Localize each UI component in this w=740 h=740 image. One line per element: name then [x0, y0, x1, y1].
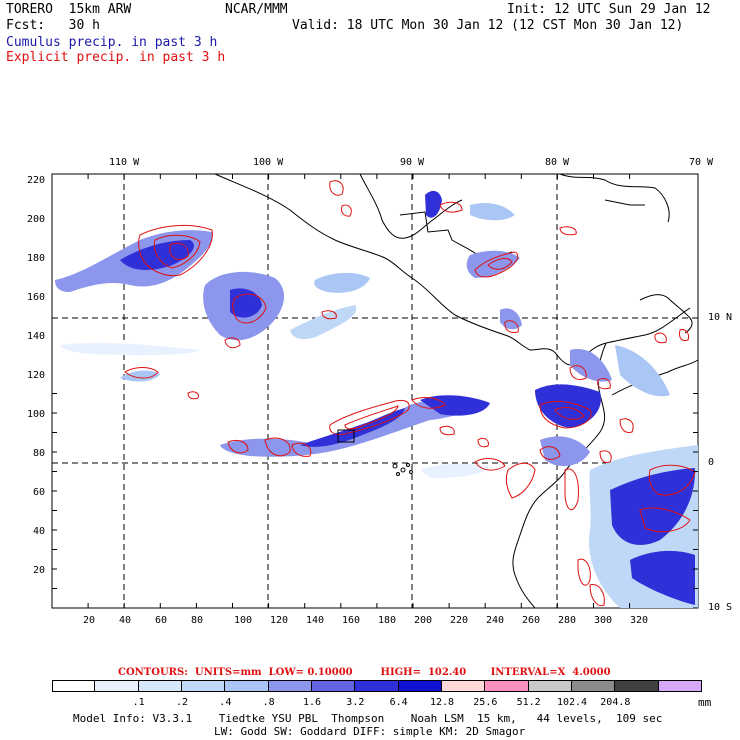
- lon-label-100w: 100 W: [253, 157, 284, 168]
- model-info: Model Info: V3.3.1 Tiedtke YSU PBL Thomp…: [73, 712, 663, 725]
- colorbar-cell: [138, 680, 182, 692]
- init-time: Init: 12 UTC Sun 29 Jan 12: [507, 2, 711, 17]
- lon-label-110w: 110 W: [109, 157, 140, 168]
- x-tick: 100: [234, 615, 253, 626]
- colorbar-cell: [528, 680, 572, 692]
- colorbar-label: 1.6: [302, 697, 322, 708]
- forecast-hour: Fcst: 30 h: [6, 18, 100, 33]
- colorbar-cell: [658, 680, 702, 692]
- colorbar-label: .2: [175, 697, 189, 708]
- colorbar-cell: [225, 680, 269, 692]
- lat-lon-grid: [52, 174, 698, 608]
- y-tick: 100: [27, 409, 46, 420]
- y-tick: 120: [27, 370, 46, 381]
- colorbar-cell: [572, 680, 616, 692]
- y-tick: 20: [33, 565, 46, 576]
- colorbar-cell: [95, 680, 139, 692]
- y-tick: 160: [27, 292, 46, 303]
- x-tick: 20: [83, 615, 96, 626]
- lon-label-80w: 80 W: [545, 157, 570, 168]
- x-tick: 40: [119, 615, 132, 626]
- axis-ticks: [51, 174, 698, 609]
- y-tick: 140: [27, 331, 46, 342]
- colorbar-cell: [52, 680, 96, 692]
- colorbar-cell: [312, 680, 356, 692]
- explicit-precip-contours: [124, 180, 696, 607]
- colorbar-cell: [398, 680, 442, 692]
- islands: [337, 429, 413, 476]
- colorbar-label: 102.4: [556, 697, 588, 708]
- x-tick: 220: [450, 615, 469, 626]
- model-name: TORERO 15km ARW: [6, 2, 132, 17]
- physics-info: LW: Godd SW: Goddard DIFF: simple KM: 2D…: [214, 725, 526, 738]
- colorbar-label: .1: [132, 697, 145, 708]
- lon-label-90w: 90 W: [400, 157, 425, 168]
- x-tick: 140: [306, 615, 325, 626]
- map-frame: [51, 173, 699, 609]
- colorbar-cell: [485, 680, 529, 692]
- colorbar-label: .4: [219, 697, 232, 708]
- y-tick: 180: [27, 253, 46, 264]
- colorbar-cell: [615, 680, 659, 692]
- colorbar-cell: [182, 680, 226, 692]
- coastlines: [214, 173, 699, 609]
- colorbar-label: .8: [262, 697, 275, 708]
- x-tick: 120: [270, 615, 289, 626]
- lon-label-70w: 70 W: [689, 157, 714, 168]
- x-tick: 240: [486, 615, 505, 626]
- lat-label-0: 0: [708, 457, 715, 468]
- x-tick: 160: [342, 615, 361, 626]
- cumulus-label: Cumulus precip. in past 3 h: [6, 35, 218, 50]
- colorbar-label: 12.8: [429, 697, 455, 708]
- y-tick: 60: [33, 487, 46, 498]
- x-tick: 200: [414, 615, 433, 626]
- organization: NCAR/MMM: [225, 2, 288, 17]
- lat-label-10n: 10 N: [708, 312, 733, 323]
- y-tick: 200: [27, 214, 46, 225]
- colorbar-label: 204.8: [600, 697, 631, 708]
- x-tick: 180: [378, 615, 397, 626]
- y-tick: 220: [27, 175, 46, 186]
- x-tick: 80: [191, 615, 204, 626]
- x-tick: 60: [155, 615, 168, 626]
- explicit-label: Explicit precip. in past 3 h: [6, 50, 226, 65]
- colorbar-cell: [268, 680, 312, 692]
- lat-label-10s: 10 S: [708, 602, 733, 613]
- x-tick: 260: [522, 615, 541, 626]
- colorbar-cell: [442, 680, 486, 692]
- colorbar-label: 6.4: [389, 697, 408, 708]
- colorbar-unit: mm: [698, 696, 712, 709]
- x-tick: 320: [630, 615, 649, 626]
- colorbar-label: 3.2: [346, 697, 365, 708]
- x-tick: 300: [594, 615, 613, 626]
- colorbar-label: 25.6: [473, 697, 498, 708]
- x-tick: 280: [558, 615, 577, 626]
- y-tick: 80: [33, 448, 46, 459]
- cumulus-precip-shading: [55, 190, 698, 608]
- colorbar-cell: [355, 680, 399, 692]
- valid-time: Valid: 18 UTC Mon 30 Jan 12 (12 CST Mon …: [292, 18, 684, 33]
- colorbar-label: 51.2: [516, 697, 541, 708]
- contour-info: CONTOURS: UNITS=mm LOW= 0.10000 HIGH= 10…: [118, 667, 611, 678]
- y-tick: 40: [33, 526, 46, 537]
